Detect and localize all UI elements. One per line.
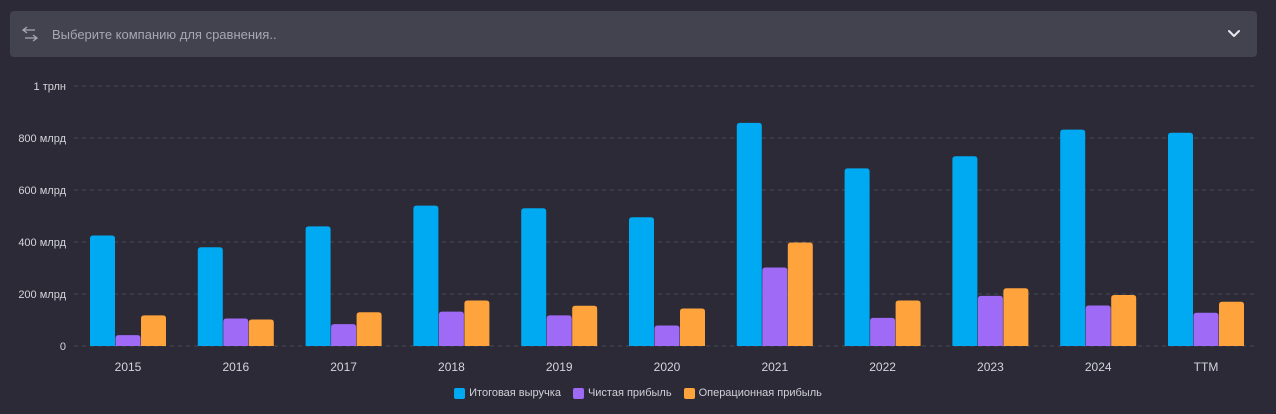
- chevron-down-icon[interactable]: [1227, 27, 1241, 41]
- bar-revenue: [521, 208, 547, 346]
- bar-operating-income: [680, 308, 705, 346]
- legend-label-operating-income: Операционная прибыль: [698, 387, 822, 399]
- swap-arrows-icon: [22, 24, 38, 44]
- bar-net-income: [115, 335, 141, 346]
- bar-revenue: [90, 235, 115, 346]
- bar-operating-income: [248, 319, 274, 346]
- bar-revenue: [629, 217, 654, 346]
- bar-operating-income: [572, 305, 598, 346]
- legend-item-revenue[interactable]: Итоговая выручка: [454, 387, 561, 399]
- bar-operating-income: [141, 315, 166, 346]
- bar-revenue: [1168, 132, 1193, 346]
- bar-net-income: [654, 325, 680, 346]
- bar-net-income: [546, 315, 572, 346]
- x-tick-label: 2023: [977, 360, 1004, 374]
- legend-swatch-revenue: [454, 387, 466, 399]
- legend-swatch-net-income: [572, 387, 584, 399]
- bar-operating-income: [1003, 288, 1029, 346]
- bar-net-income: [331, 324, 357, 346]
- x-tick-label: 2022: [869, 360, 896, 374]
- bar-operating-income: [1219, 301, 1244, 346]
- bar-operating-income: [787, 242, 813, 346]
- x-tick-label: 2019: [546, 360, 573, 374]
- bar-revenue: [952, 156, 978, 346]
- x-tick-label: 2015: [115, 360, 142, 374]
- bar-net-income: [1193, 312, 1219, 346]
- bar-net-income: [223, 318, 249, 346]
- bar-net-income: [762, 267, 788, 346]
- legend-item-operating-income[interactable]: Операционная прибыль: [683, 387, 822, 399]
- bar-net-income: [438, 311, 464, 346]
- legend-swatch-operating-income: [683, 387, 695, 399]
- financials-bar-chart: 0 200 млрд 400 млрд 600 млрд 800 млрд 1 трлн 2…: [18, 81, 1256, 374]
- bar-operating-income: [464, 300, 490, 346]
- bar-revenue: [305, 226, 331, 346]
- x-tick-label: 2021: [761, 360, 788, 374]
- legend-label-net-income: Чистая прибыль: [587, 387, 672, 399]
- x-tick-label: 2020: [654, 360, 681, 374]
- bar-revenue: [844, 168, 870, 346]
- compare-company-input[interactable]: [50, 25, 1227, 43]
- bar-revenue: [1060, 129, 1086, 346]
- x-tick-label: TTM: [1194, 360, 1219, 374]
- bar-net-income: [1085, 305, 1111, 346]
- bar-revenue: [736, 122, 762, 346]
- bar-operating-income: [356, 312, 382, 346]
- legend-label-revenue: Итоговая выручка: [469, 387, 561, 399]
- y-tick-label: 800 млрд: [18, 133, 66, 145]
- bar-revenue: [197, 247, 223, 346]
- y-tick-label: 200 млрд: [18, 289, 66, 301]
- x-tick-label: 2017: [330, 360, 357, 374]
- legend-item-net-income[interactable]: Чистая прибыль: [572, 387, 672, 399]
- x-tick-label: 2024: [1085, 360, 1112, 374]
- compare-company-selector[interactable]: [10, 11, 1257, 57]
- x-tick-label: 2016: [222, 360, 249, 374]
- y-tick-label: 400 млрд: [18, 237, 66, 249]
- bar-operating-income: [1111, 295, 1137, 346]
- bar-revenue: [413, 205, 439, 346]
- chart-legend: Итоговая выручка Чистая прибыль Операцио…: [0, 387, 1276, 399]
- bar-net-income: [977, 295, 1003, 346]
- bar-net-income: [870, 317, 896, 346]
- bar-operating-income: [895, 300, 921, 346]
- y-tick-label: 1 трлн: [34, 81, 66, 93]
- y-tick-label: 0: [60, 341, 66, 353]
- y-tick-label: 600 млрд: [18, 185, 66, 197]
- x-tick-label: 2018: [438, 360, 465, 374]
